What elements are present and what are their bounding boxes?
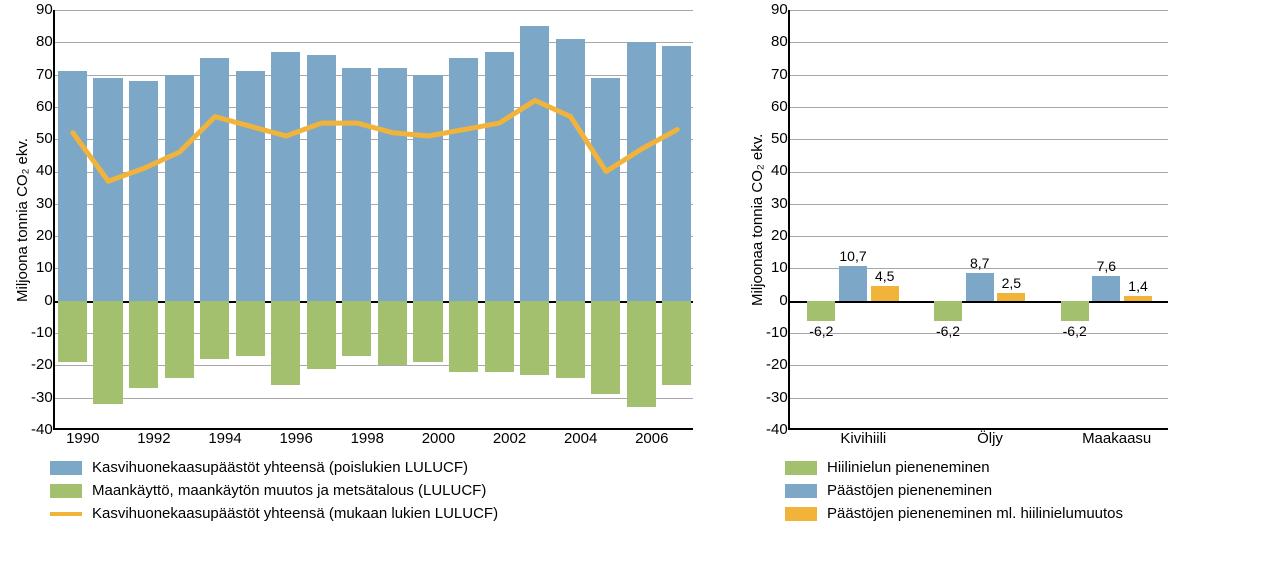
right-chart: Miljoonaa tonnia CO₂ ekv. 90807060504030…	[745, 10, 1180, 522]
bar-value-label: 10,7	[839, 248, 866, 264]
x-label	[598, 430, 634, 447]
x-label: 1990	[65, 430, 101, 447]
x-label: 2006	[634, 430, 670, 447]
right-chart-area: Miljoonaa tonnia CO₂ ekv. 90807060504030…	[745, 10, 1180, 430]
left-y-axis-label: Miljoona tonnia CO₂ ekv.	[10, 10, 31, 430]
gridline	[790, 75, 1168, 76]
gridline	[790, 10, 1168, 11]
right-legend: Hiilinielun pieneneminen Päästöjen pienen…	[745, 459, 1180, 522]
line-net	[55, 10, 695, 430]
x-label	[243, 430, 279, 447]
x-label	[172, 430, 208, 447]
legend-label: Hiilinielun pieneneminen	[827, 459, 990, 476]
legend-label: Päästöjen pieneneminen ml. hiilinielumuu…	[827, 505, 1123, 522]
bar-value-label: 2,5	[1002, 275, 1021, 291]
x-label	[527, 430, 563, 447]
x-label: Maakaasu	[1053, 430, 1180, 447]
right-plot: -6,2 10,7 4,5 -6,2 8,7 2,5 -6,2 7,6 1,4	[788, 10, 1168, 430]
legend-label: Maankäyttö, maankäytön muutos ja metsäta…	[92, 482, 486, 499]
bar-value-label: -6,2	[1063, 323, 1087, 339]
right-y-ticks: 9080706050403020100-10-20-30-40	[766, 10, 788, 430]
legend-label: Päästöjen pieneneminen	[827, 482, 992, 499]
x-label: 2004	[563, 430, 599, 447]
legend-label: Kasvihuonekaasupäästöt yhteensä (poisluk…	[92, 459, 468, 476]
left-y-ticks: 9080706050403020100-10-20-30-40	[31, 10, 53, 430]
gridline	[790, 139, 1168, 140]
legend-item: Päästöjen pieneneminen	[785, 482, 1180, 499]
gridline	[790, 172, 1168, 173]
bar-series	[1092, 276, 1120, 301]
x-label: 1996	[278, 430, 314, 447]
legend-item: Kasvihuonekaasupäästöt yhteensä (mukaan …	[50, 505, 705, 522]
gridline	[790, 204, 1168, 205]
legend-item: Kasvihuonekaasupäästöt yhteensä (poisluk…	[50, 459, 705, 476]
bar-value-label: 1,4	[1128, 278, 1147, 294]
bar-series	[934, 301, 962, 321]
bar-value-label: 7,6	[1097, 258, 1116, 274]
gridline	[790, 398, 1168, 399]
gridline	[790, 42, 1168, 43]
legend-swatch	[785, 484, 817, 498]
x-label: 2002	[492, 430, 528, 447]
left-chart: Miljoona tonnia CO₂ ekv. 908070605040302…	[10, 10, 705, 522]
x-label: 2000	[421, 430, 457, 447]
x-label: Öljy	[927, 430, 1054, 447]
bar-series	[871, 286, 899, 301]
bar-value-label: 4,5	[875, 268, 894, 284]
x-label	[670, 430, 706, 447]
x-label: 1998	[350, 430, 386, 447]
x-label	[314, 430, 350, 447]
x-label	[456, 430, 492, 447]
bar-series	[839, 266, 867, 301]
gridline	[790, 107, 1168, 108]
x-label: Kivihiili	[800, 430, 927, 447]
bar-series	[997, 293, 1025, 301]
bar-value-label: -6,2	[936, 323, 960, 339]
right-x-labels: KivihiiliÖljyMaakaasu	[800, 430, 1180, 447]
right-y-axis-label: Miljoonaa tonnia CO₂ ekv.	[745, 10, 766, 430]
bar-series	[807, 301, 835, 321]
zero-axis	[790, 301, 1168, 303]
bar-series	[966, 273, 994, 301]
legend-item: Maankäyttö, maankäytön muutos ja metsäta…	[50, 482, 705, 499]
legend-swatch	[785, 507, 817, 521]
legend-swatch	[50, 512, 82, 516]
gridline	[790, 365, 1168, 366]
legend-swatch	[785, 461, 817, 475]
legend-item: Hiilinielun pieneneminen	[785, 459, 1180, 476]
left-plot	[53, 10, 693, 430]
bar-value-label: 8,7	[970, 255, 989, 271]
left-legend: Kasvihuonekaasupäästöt yhteensä (poisluk…	[10, 459, 705, 522]
gridline	[790, 333, 1168, 334]
bar-value-label: -6,2	[809, 323, 833, 339]
legend-swatch	[50, 484, 82, 498]
x-label	[101, 430, 137, 447]
bar-series	[1124, 296, 1152, 301]
legend-label: Kasvihuonekaasupäästöt yhteensä (mukaan …	[92, 505, 498, 522]
gridline	[790, 236, 1168, 237]
legend-item: Päästöjen pieneneminen ml. hiilinielumuu…	[785, 505, 1180, 522]
x-label: 1994	[207, 430, 243, 447]
x-label: 1992	[136, 430, 172, 447]
left-chart-area: Miljoona tonnia CO₂ ekv. 908070605040302…	[10, 10, 705, 430]
x-label	[385, 430, 421, 447]
bar-series	[1061, 301, 1089, 321]
left-x-labels: 1990 1992 1994 1996 1998 2000 2002 2004 2006	[65, 430, 705, 447]
legend-swatch	[50, 461, 82, 475]
